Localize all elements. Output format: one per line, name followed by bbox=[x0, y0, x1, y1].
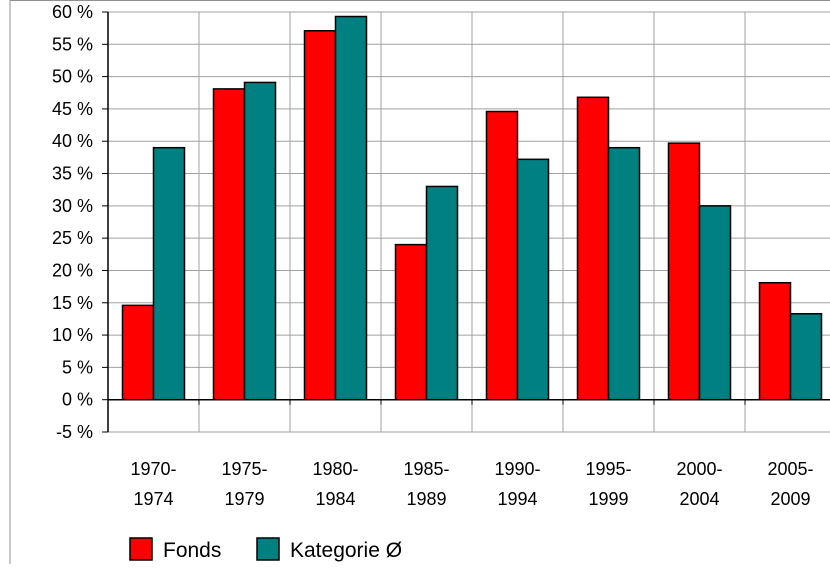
x-tick-label: 1974 bbox=[133, 489, 173, 509]
y-tick-label: 5 % bbox=[62, 357, 93, 377]
x-tick-label: 1970- bbox=[130, 459, 176, 479]
y-tick-label: 30 % bbox=[52, 196, 93, 216]
y-tick-label: 25 % bbox=[52, 228, 93, 248]
y-tick-label: 10 % bbox=[52, 325, 93, 345]
y-tick-label: 15 % bbox=[52, 293, 93, 313]
bar-kategorie bbox=[334, 15, 368, 401]
bar-kategorie bbox=[789, 313, 823, 401]
x-tick-label: 1984 bbox=[315, 489, 355, 509]
y-tick-label: 60 % bbox=[52, 2, 93, 22]
bar-kategorie bbox=[152, 146, 186, 401]
bar-fonds bbox=[576, 96, 610, 401]
x-tick-label: 1989 bbox=[406, 489, 446, 509]
y-tick-label: 55 % bbox=[52, 34, 93, 54]
legend-label-kategorie: Kategorie Ø bbox=[290, 539, 402, 562]
y-tick-label: 0 % bbox=[62, 390, 93, 410]
legend-swatch-kategorie bbox=[256, 537, 280, 561]
bars bbox=[121, 15, 823, 401]
legend-swatch-fonds bbox=[129, 537, 153, 561]
x-tick-labels: 1970- 1974 1975- 1979 1980- 1984 1985- 1989 1990… bbox=[130, 459, 813, 509]
bar-fonds bbox=[303, 29, 337, 401]
x-tick-label: 1980- bbox=[312, 459, 358, 479]
x-tick-label: 1990- bbox=[494, 459, 540, 479]
y-tick-label: -5 % bbox=[56, 422, 93, 442]
x-tick-label: 1995- bbox=[585, 459, 631, 479]
x-tick-label: 2004 bbox=[679, 489, 719, 509]
y-tick-label: 40 % bbox=[52, 131, 93, 151]
legend: Fonds Kategorie Ø bbox=[129, 537, 402, 562]
y-tick-label: 45 % bbox=[52, 99, 93, 119]
bar-kategorie bbox=[425, 185, 459, 401]
bar-fonds bbox=[485, 110, 519, 401]
y-tick-label: 50 % bbox=[52, 67, 93, 87]
x-tick-label: 2009 bbox=[770, 489, 810, 509]
x-tick-label: 1999 bbox=[588, 489, 628, 509]
bar-kategorie bbox=[243, 81, 277, 401]
legend-label-fonds: Fonds bbox=[163, 539, 221, 562]
y-tick-label: 35 % bbox=[52, 164, 93, 184]
bar-kategorie bbox=[516, 158, 550, 401]
x-tick-label: 1975- bbox=[221, 459, 267, 479]
y-tick-labels: -5 % 0 % 5 % 10 % 15 % 20 % 25 % 30 % 35 % 40 % 45… bbox=[52, 2, 93, 442]
x-tick-label: 1994 bbox=[497, 489, 537, 509]
bar-fonds bbox=[212, 88, 246, 401]
y-tick-label: 20 % bbox=[52, 260, 93, 280]
bar-fonds bbox=[667, 142, 701, 401]
axes bbox=[9, 0, 830, 564]
x-tick-label: 1985- bbox=[403, 459, 449, 479]
x-tick-label: 1979 bbox=[224, 489, 264, 509]
x-tick-label: 2000- bbox=[676, 459, 722, 479]
bar-fonds bbox=[394, 243, 428, 401]
bar-kategorie bbox=[607, 146, 641, 401]
bar-kategorie bbox=[698, 205, 732, 401]
bar-fonds bbox=[121, 304, 155, 401]
bar-fonds bbox=[758, 281, 792, 401]
x-tick-label: 2005- bbox=[767, 459, 813, 479]
